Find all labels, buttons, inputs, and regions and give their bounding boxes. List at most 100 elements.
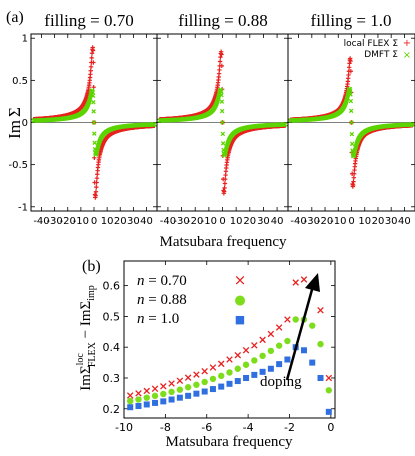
dmft-sigma-point xyxy=(152,122,157,127)
n10-point xyxy=(143,401,150,408)
x-tick-label: -40 xyxy=(33,216,49,227)
bottom-ylabel: ImΣlocFLEX − ImΣimp xyxy=(75,285,98,391)
dmft-sigma-point xyxy=(91,99,96,105)
n10-point xyxy=(284,356,291,363)
x-tick-label: 10 xyxy=(230,216,243,227)
dmft-sigma-point xyxy=(349,120,354,125)
dmft-sigma-point xyxy=(90,89,95,95)
x-tick-label: 30 xyxy=(127,216,140,227)
x-tick-label: 0 xyxy=(327,421,334,434)
n088-point xyxy=(226,369,233,376)
y-tick-label: 0.2 xyxy=(103,403,121,416)
n10-point xyxy=(259,368,266,375)
x-tick-label: -8 xyxy=(160,421,171,434)
x-tick-label: 40 xyxy=(140,216,153,227)
n10-point xyxy=(168,396,175,403)
n088-point xyxy=(275,342,283,349)
subplot-title-1: filling = 0.70 xyxy=(44,11,133,30)
n070-point xyxy=(300,276,308,283)
x-tick-label: -30 xyxy=(173,216,189,227)
flex-sigma-point xyxy=(94,184,99,190)
x-tick-label: 40 xyxy=(398,216,411,227)
legend-n-088-var: n xyxy=(137,292,145,308)
n10-point xyxy=(160,398,167,405)
doping-arrow-head xyxy=(305,273,320,292)
flex-sigma-point xyxy=(94,175,100,181)
flex-sigma-point xyxy=(217,67,222,73)
legend-n-10: = 1.0 xyxy=(145,311,180,327)
doping-annotation: doping xyxy=(260,374,302,390)
n088-point xyxy=(259,352,266,360)
dmft-sigma-point xyxy=(92,131,97,136)
panel-label-a: (a) xyxy=(6,9,24,26)
flex-sigma-point xyxy=(218,54,223,60)
n070-point xyxy=(143,387,151,395)
bottom-data-points xyxy=(126,276,333,415)
y-tick-label: -0.5 xyxy=(8,160,28,171)
flex-sigma-point xyxy=(222,189,227,194)
n088-point xyxy=(292,316,299,323)
n088-point xyxy=(193,381,200,388)
flex-sigma-point xyxy=(89,51,95,56)
dmft-sigma-point xyxy=(220,120,225,125)
svg-text:n = 1.0: n = 1.0 xyxy=(137,311,179,327)
n070-point xyxy=(135,390,142,397)
legend-cross-marker: × xyxy=(403,50,411,61)
flex-sigma-point xyxy=(91,60,96,65)
n088-point xyxy=(201,378,208,386)
x-tick-label: -40 xyxy=(160,216,176,227)
n088-point xyxy=(317,340,324,348)
n088-point xyxy=(151,392,159,400)
x-tick-label: -10 xyxy=(115,421,133,434)
ylabel-sup-loc: loc xyxy=(75,353,86,366)
flex-sigma-point xyxy=(94,180,99,185)
n070-point xyxy=(284,316,291,323)
flex-sigma-point xyxy=(89,55,94,61)
dmft-sigma-point xyxy=(347,88,353,93)
n10-point xyxy=(193,390,200,397)
flex-sigma-point xyxy=(223,176,228,182)
y-tick-label: 0.3 xyxy=(103,372,121,385)
ylabel-part-mid: − ImΣ xyxy=(78,301,94,342)
n10-point xyxy=(309,359,316,366)
flex-sigma-point xyxy=(351,175,357,180)
x-tick-label: -6 xyxy=(201,421,212,434)
top-xlabel: Matsubara frequency xyxy=(159,234,287,250)
n088-point xyxy=(135,396,142,403)
dmft-sigma-point xyxy=(91,109,96,114)
n070-point xyxy=(259,336,266,344)
n10-point xyxy=(209,386,216,393)
bottom-legend: n = 0.70 n = 0.88 n = 1.0 × ● ■ xyxy=(137,271,246,327)
x-tick-label: 0 xyxy=(348,216,354,227)
x-tick-label: -10 xyxy=(330,216,346,227)
n10-point xyxy=(251,371,258,378)
dmft-sigma-point xyxy=(220,131,226,137)
y-tick-label: 0.4 xyxy=(103,341,121,354)
n070-point xyxy=(267,330,275,338)
dmft-sigma-point xyxy=(219,108,225,114)
n088-point xyxy=(234,365,241,372)
flex-sigma-point xyxy=(351,179,356,184)
n10-point xyxy=(152,399,159,406)
top-legend: local FLEX Σ + DMFT Σ × xyxy=(344,38,412,61)
n070-point xyxy=(151,385,159,393)
n088-point xyxy=(242,361,250,368)
n088-point xyxy=(284,337,291,345)
n10-point xyxy=(201,388,208,395)
n10-point xyxy=(325,408,332,415)
n070-point xyxy=(168,380,175,387)
flex-sigma-point xyxy=(346,72,351,78)
n10-point xyxy=(218,383,225,390)
n10-point xyxy=(226,380,233,387)
doping-arrow xyxy=(285,273,320,381)
legend-dmft: DMFT Σ xyxy=(364,50,398,60)
x-tick-label: -20 xyxy=(187,216,203,227)
n070-point xyxy=(292,279,299,286)
dmft-sigma-point xyxy=(348,98,354,104)
n088-point xyxy=(325,387,332,394)
dmft-sigma-point xyxy=(349,131,355,137)
n10-point xyxy=(127,404,134,411)
n088-point xyxy=(251,357,258,364)
n088-point xyxy=(267,347,275,355)
subplot-title-2: filling = 0.88 xyxy=(178,11,267,30)
